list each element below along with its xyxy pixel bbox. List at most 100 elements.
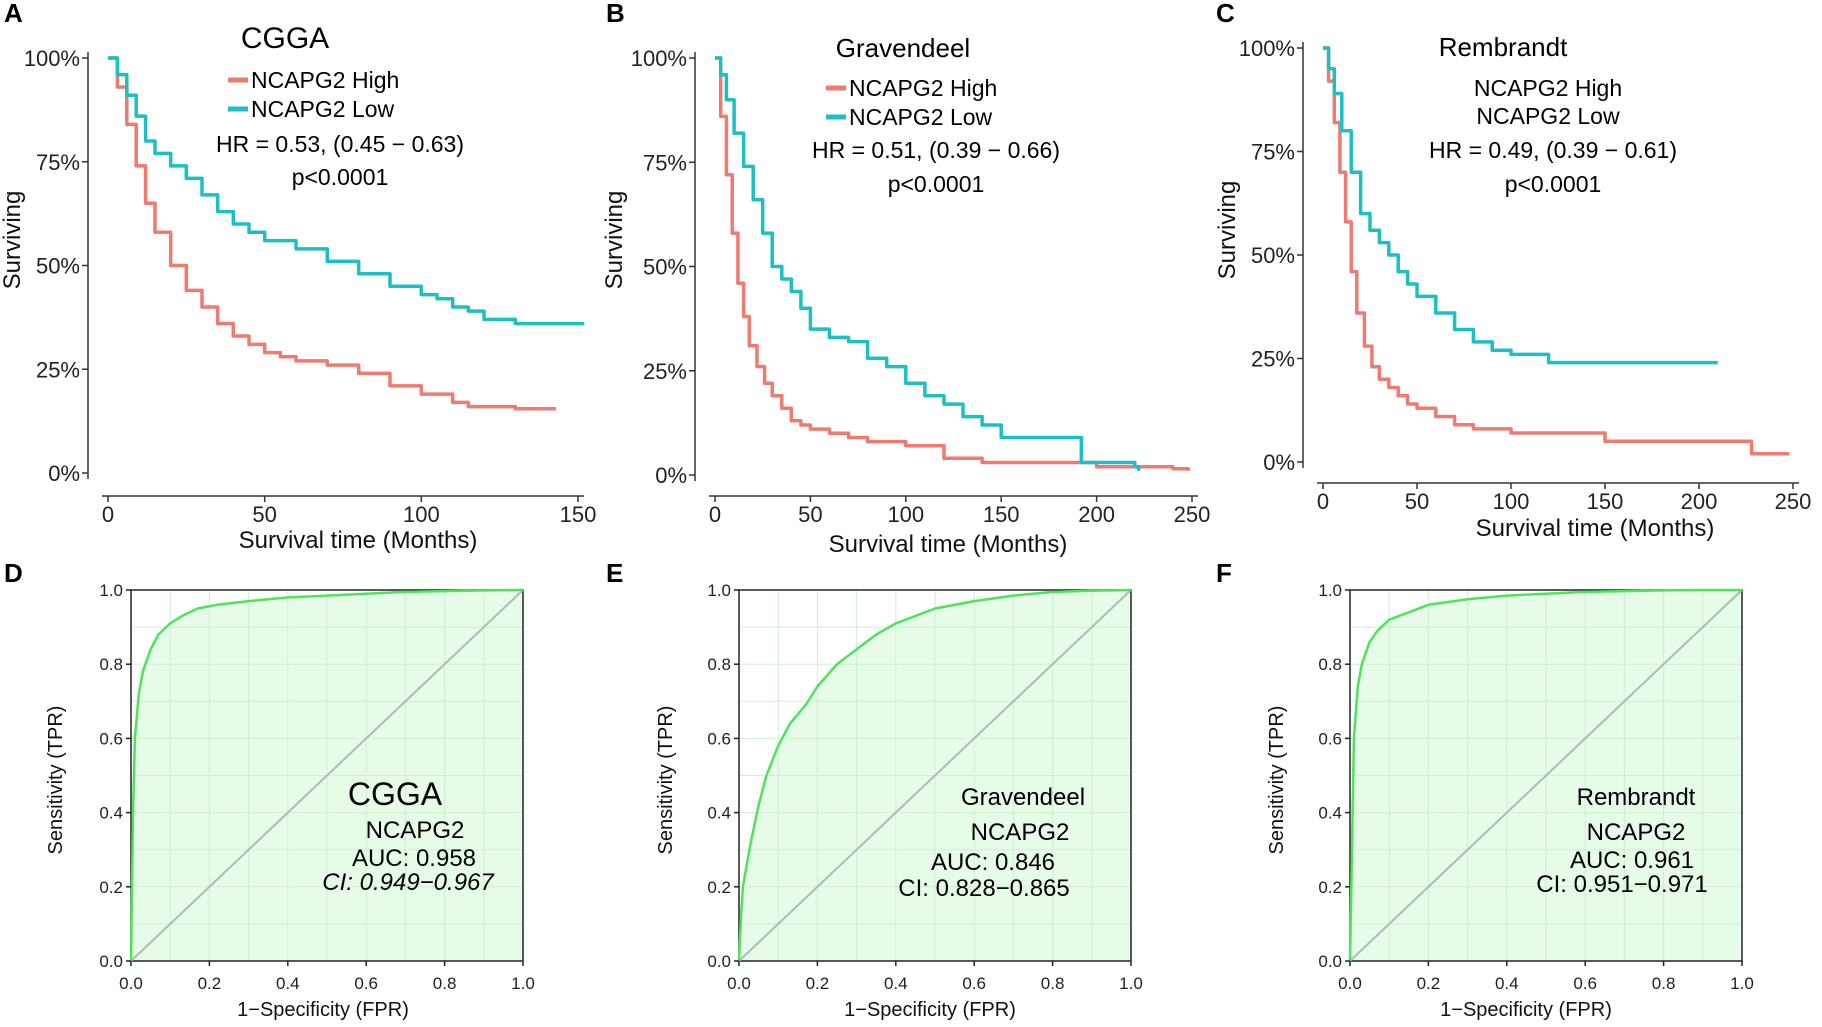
- y-tick-label: 50%: [36, 254, 80, 279]
- y-tick-label: 100%: [631, 46, 687, 71]
- panel-letter: B: [606, 0, 625, 28]
- x-tick-label: 50: [798, 502, 822, 527]
- y-tick-label: 0%: [1263, 450, 1295, 475]
- y-tick-label: 0.6: [707, 729, 731, 748]
- x-axis-title: Survival time (Months): [1476, 515, 1715, 542]
- x-tick-label: 1.0: [511, 974, 535, 993]
- axes: 0% 25% 50% 75% 100% 0 50 100 150 200 250: [1239, 36, 1812, 514]
- p-value: p<0.0001: [292, 164, 389, 190]
- km-curve-high: [715, 56, 1190, 471]
- x-tick-label: 0.4: [884, 974, 908, 993]
- y-tick-label: 0.0: [707, 952, 731, 971]
- x-tick-label: 0.2: [806, 974, 830, 993]
- y-tick-label: 100%: [1239, 36, 1295, 61]
- roc-dataset-label: Gravendeel: [961, 784, 1085, 811]
- hazard-ratio: HR = 0.51, (0.39 − 0.66): [812, 137, 1060, 163]
- roc-plot: 0.0 0.2 0.4 0.6 0.8 1.0 0.0 0.2 0.4 0.6 0.8 1.0: [99, 581, 534, 993]
- x-tick-label: 0.0: [119, 974, 143, 993]
- reference-diagonal: [1349, 589, 1743, 962]
- y-tick-label: 0%: [655, 463, 687, 488]
- y-tick-label: 25%: [36, 357, 80, 382]
- plot-frame: [1349, 589, 1743, 962]
- y-tick-label: 1.0: [99, 581, 123, 600]
- y-tick-label: 0.6: [99, 729, 123, 748]
- x-tick-label: 1.0: [1730, 974, 1754, 993]
- roc-plot: 0.0 0.2 0.4 0.6 0.8 1.0 0.0 0.2 0.4 0.6 0.8 1.0: [1318, 581, 1753, 993]
- x-tick-label: 150: [983, 502, 1020, 527]
- y-tick-label: 0.8: [707, 655, 731, 674]
- chart-title: Gravendeel: [836, 33, 970, 63]
- x-axis-title: Survival time (Months): [829, 531, 1068, 558]
- x-tick-label: 250: [1775, 489, 1812, 514]
- x-tick-label: 200: [1681, 489, 1718, 514]
- x-tick-label: 0.6: [1573, 974, 1597, 993]
- km-curve-low: [1323, 46, 1718, 365]
- legend-label-high: NCAPG2 High: [251, 67, 399, 93]
- y-tick-label: 75%: [643, 150, 687, 175]
- y-tick-label: 50%: [1251, 243, 1295, 268]
- roc-gene-label: NCAPG2: [971, 819, 1070, 846]
- y-tick-label: 0.4: [99, 804, 123, 823]
- roc-curve: [737, 588, 1132, 962]
- x-tick-label: 50: [1405, 489, 1429, 514]
- roc-gene-label: NCAPG2: [366, 817, 465, 844]
- hazard-ratio: HR = 0.49, (0.39 − 0.61): [1429, 137, 1677, 163]
- x-tick-label: 100: [1493, 489, 1530, 514]
- y-tick-label: 0%: [48, 461, 80, 486]
- axes: 0% 25% 50% 75% 100% 0 50 100 150: [24, 46, 597, 527]
- panel-a: A CGGA NCAPG2 High NCAPG2 Low HR = 0.53,…: [0, 0, 596, 554]
- y-tick-label: 50%: [643, 255, 687, 280]
- x-axis-title: Survival time (Months): [239, 527, 478, 554]
- legend-label-low: NCAPG2 Low: [251, 96, 395, 122]
- legend-label-low: NCAPG2 Low: [849, 104, 993, 130]
- x-axis-title: 1−Specificity (FPR): [844, 999, 1016, 1021]
- plot-frame: [130, 589, 524, 962]
- x-tick-label: 0: [709, 502, 721, 527]
- roc-gene-label: NCAPG2: [1587, 819, 1686, 846]
- reference-diagonal: [738, 589, 1132, 962]
- chart-title: CGGA: [241, 22, 329, 55]
- x-tick-label: 0: [102, 502, 114, 527]
- x-tick-label: 100: [887, 502, 924, 527]
- roc-auc-label: AUC: 0.846: [931, 849, 1055, 876]
- y-tick-label: 75%: [36, 150, 80, 175]
- y-axis-title: Sensitivity (TPR): [655, 706, 677, 855]
- panel-f: F 0.0 0.2 0.4 0.6 0.8 1.0 0.0 0.2 0.4 0.6 0.8 1.0 R…: [1216, 558, 1754, 1021]
- y-tick-label: 0.0: [99, 952, 123, 971]
- roc-ci-label: CI: 0.951−0.971: [1536, 871, 1707, 898]
- x-axis-title: 1−Specificity (FPR): [237, 999, 409, 1021]
- x-tick-label: 0.6: [962, 974, 986, 993]
- panel-d: D 0.0 0.2 0.4 0.6 0.8 1.0 0.0 0.2 0.4 0.6 0.8 1.0 C…: [4, 558, 535, 1021]
- x-tick-label: 100: [403, 502, 440, 527]
- chart-title: Rembrandt: [1439, 32, 1568, 62]
- roc-auc-label: AUC: 0.958: [352, 845, 476, 872]
- p-value: p<0.0001: [888, 171, 985, 197]
- y-tick-label: 0.8: [99, 655, 123, 674]
- reference-diagonal: [130, 589, 524, 962]
- x-tick-label: 0.8: [1652, 974, 1676, 993]
- x-tick-label: 0.4: [1495, 974, 1519, 993]
- y-tick-label: 0.8: [1318, 655, 1342, 674]
- p-value: p<0.0001: [1505, 171, 1602, 197]
- y-tick-label: 0.4: [707, 804, 731, 823]
- roc-dataset-label: CGGA: [348, 776, 443, 812]
- panel-b: B Gravendeel NCAPG2 High NCAPG2 Low HR =…: [601, 0, 1210, 558]
- roc-curve: [129, 588, 524, 962]
- roc-auc-label: AUC: 0.961: [1570, 847, 1694, 874]
- legend-label-high: NCAPG2 High: [1474, 75, 1622, 101]
- y-tick-label: 75%: [1251, 140, 1295, 165]
- x-tick-label: 0: [1317, 489, 1329, 514]
- curves: [1323, 46, 1790, 456]
- x-tick-label: 150: [1587, 489, 1624, 514]
- x-tick-label: 150: [560, 502, 597, 527]
- roc-curve: [1348, 588, 1742, 962]
- panel-letter: D: [4, 558, 23, 588]
- panel-letter: A: [4, 0, 23, 28]
- roc-plot: 0.0 0.2 0.4 0.6 0.8 1.0 0.0 0.2 0.4 0.6 0.8 1.0: [707, 581, 1142, 993]
- y-tick-label: 0.2: [707, 878, 731, 897]
- legend-label-low: NCAPG2 Low: [1476, 103, 1620, 129]
- curves: [715, 56, 1190, 471]
- y-axis-title: Sensitivity (TPR): [1266, 706, 1288, 855]
- x-tick-label: 0.0: [727, 974, 751, 993]
- panel-c: C Rembrandt NCAPG2 High NCAPG2 Low HR = …: [1214, 0, 1811, 542]
